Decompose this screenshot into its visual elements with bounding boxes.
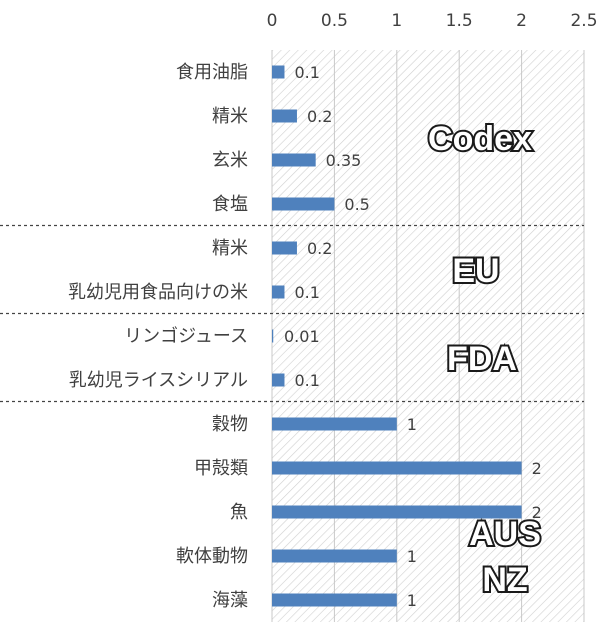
data-label: 2	[532, 459, 542, 478]
bar	[272, 461, 522, 475]
bar	[272, 549, 397, 563]
bar	[272, 65, 285, 79]
data-label: 0.5	[344, 195, 369, 214]
data-label: 1	[407, 591, 417, 610]
plot-background	[272, 50, 584, 622]
category-label: 穀物	[212, 414, 248, 435]
data-label: 1	[407, 415, 417, 434]
bar	[272, 417, 397, 431]
x-tick-label: 2	[516, 11, 527, 31]
bar	[272, 593, 397, 607]
group-label: FDA	[447, 340, 517, 378]
data-label: 0.2	[307, 239, 332, 258]
data-label: 1	[407, 547, 417, 566]
bars	[272, 65, 522, 607]
bar	[272, 373, 285, 387]
bar	[272, 153, 316, 167]
data-label: 0.35	[326, 151, 362, 170]
group-label: NZ	[482, 561, 527, 599]
x-tick-label: 1.5	[446, 11, 473, 31]
group-labels: Codex EU FDA AUS NZ	[426, 118, 543, 601]
category-label: 乳幼児用食品向けの米	[68, 282, 248, 303]
gridlines	[271, 50, 585, 622]
bar	[272, 109, 297, 123]
x-tick-label: 0.5	[321, 11, 348, 31]
x-tick-label: 1	[391, 11, 402, 31]
category-label: 魚	[230, 502, 248, 523]
category-label: 軟体動物	[176, 546, 248, 567]
group-label: EU	[452, 252, 499, 290]
bar	[272, 285, 285, 299]
data-label: 0.1	[294, 63, 319, 82]
x-tick-label: 0	[267, 11, 278, 31]
group-separators	[0, 224, 584, 403]
category-label: 食塩	[212, 194, 248, 215]
category-label: 食用油脂	[176, 62, 248, 83]
group-label: Codex	[428, 120, 532, 158]
bar	[272, 241, 297, 255]
data-label: 0.1	[294, 371, 319, 390]
category-label: リンゴジュース	[124, 326, 248, 347]
data-label: 2	[532, 503, 542, 522]
bar	[272, 329, 274, 343]
category-label: 乳幼児ライスシリアル	[69, 370, 248, 391]
category-labels: 食用油脂精米玄米食塩精米乳幼児用食品向けの米リンゴジュース乳幼児ライスシリアル穀…	[68, 62, 248, 611]
plot-area	[272, 50, 584, 622]
category-label: 精米	[212, 238, 248, 259]
category-label: 海藻	[212, 590, 248, 611]
category-label: 精米	[212, 106, 248, 127]
group-label: AUS	[469, 515, 541, 553]
data-label: 0.1	[294, 283, 319, 302]
category-label: 甲殻類	[194, 458, 248, 479]
x-tick-label: 2.5	[570, 11, 597, 31]
data-label: 0.2	[307, 107, 332, 126]
category-label: 玄米	[212, 150, 248, 171]
data-labels: 0.1 0.2 0.35 0.5 0.2 0.1 0.01 0.1 1 2 2 1 1	[284, 63, 542, 610]
data-label: 0.01	[284, 327, 320, 346]
x-axis-ticks: 0 0.5 1 1.5 2 2.5	[267, 11, 598, 31]
bar	[272, 197, 335, 211]
bar	[272, 505, 522, 519]
